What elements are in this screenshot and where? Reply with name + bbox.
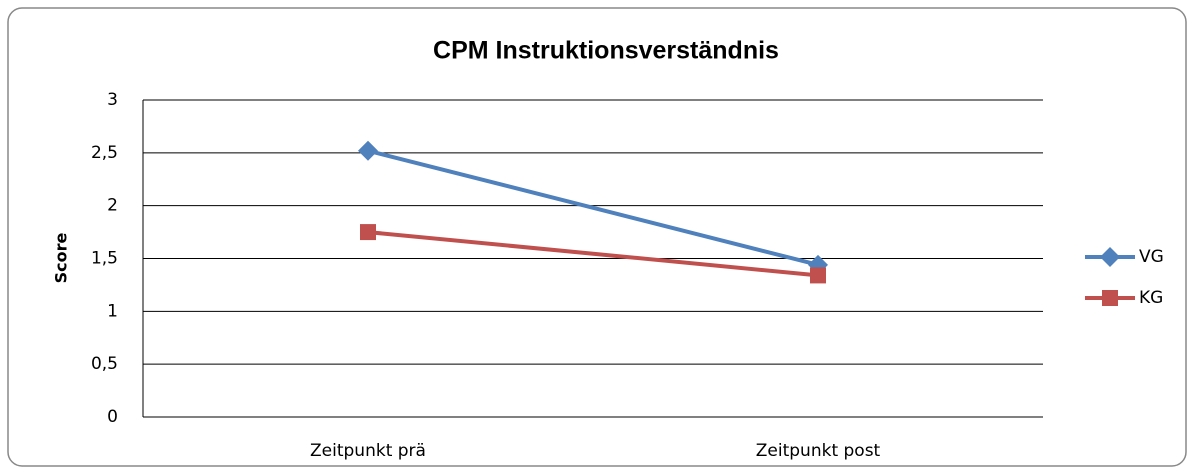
y-tick-label: 2,5 [91, 143, 118, 163]
chart-border [7, 7, 1187, 467]
y-tick-label: 0,5 [91, 354, 118, 374]
series-line [367, 230, 819, 278]
series-line [367, 148, 819, 267]
marker [360, 224, 376, 241]
x-tick-label: Zeitpunkt post [756, 441, 881, 461]
x-tick-label: Zeitpunkt prä [310, 441, 426, 461]
marker [358, 140, 378, 161]
legend-label: KG [1139, 288, 1163, 308]
legend-label: VG [1139, 247, 1164, 267]
y-tick-label: 2 [107, 196, 118, 216]
y-tick-label: 3 [107, 90, 118, 110]
marker [1102, 290, 1118, 306]
y-tick-label: 1 [107, 301, 118, 321]
marker [810, 267, 826, 284]
y-axis-label: Score [52, 232, 71, 283]
y-tick-label: 1,5 [91, 249, 118, 269]
chart-title: CPM Instruktionsverständnis [433, 37, 779, 65]
y-tick-label: 0 [107, 407, 118, 427]
marker [1100, 247, 1120, 267]
